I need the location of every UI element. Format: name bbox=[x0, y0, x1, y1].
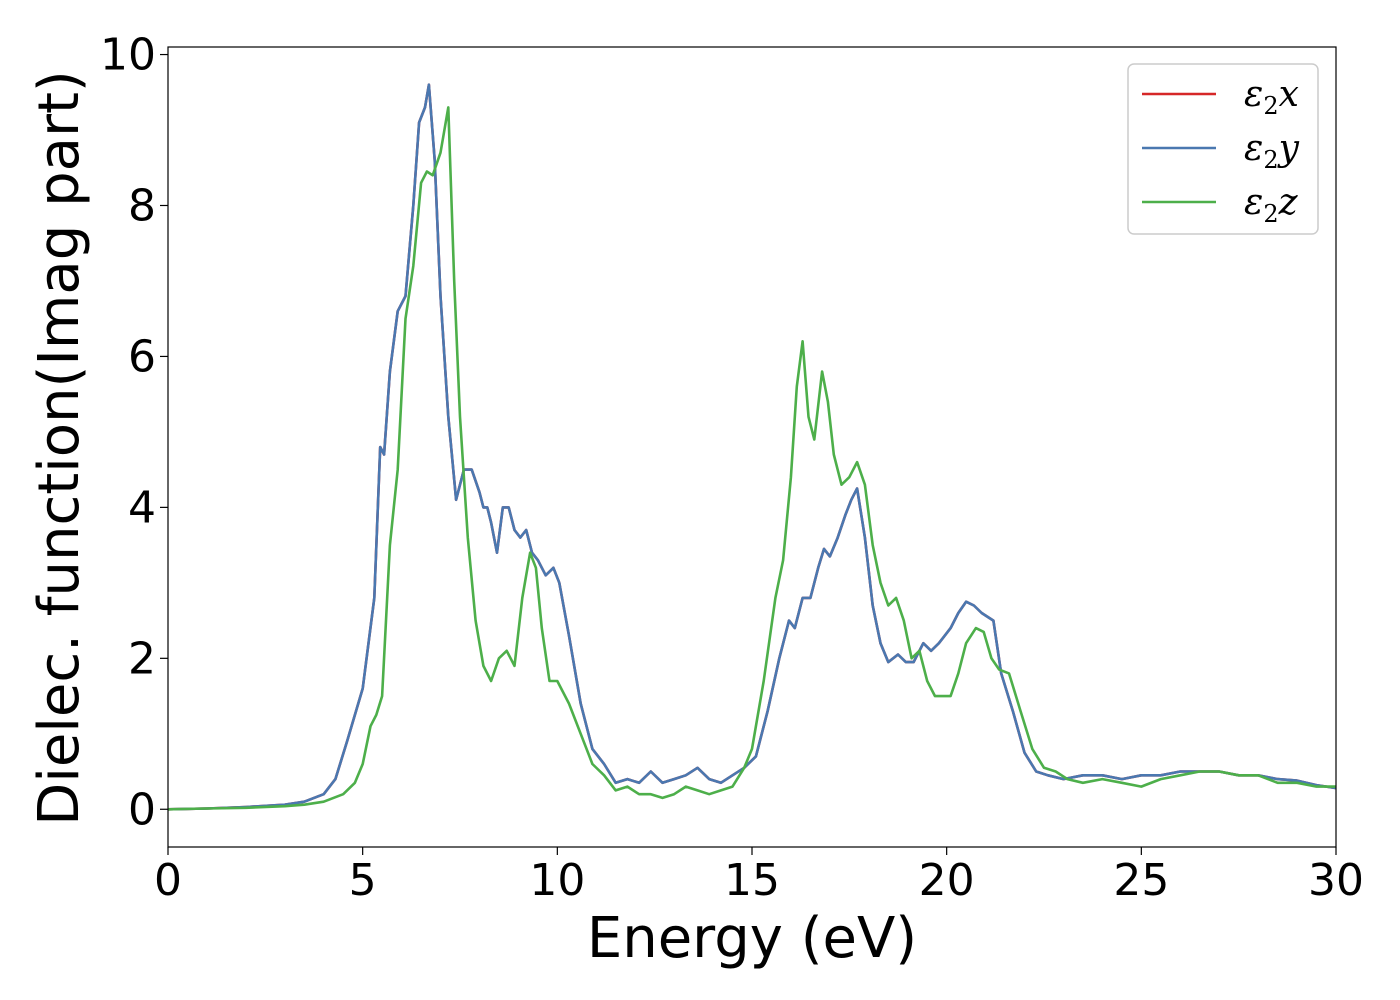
x-axis-title: Energy (eV) bbox=[587, 906, 917, 971]
x-axis: 0 5 10 15 20 25 30 bbox=[154, 847, 1364, 906]
y-tick-label: 0 bbox=[128, 784, 156, 835]
series-line-z bbox=[168, 106, 1336, 811]
x-tick-label: 15 bbox=[724, 855, 780, 906]
x-tick-label: 20 bbox=[919, 855, 975, 906]
legend-box bbox=[1127, 63, 1319, 235]
y-axis-title: Dielec. function(Imag part) bbox=[27, 70, 92, 826]
y-tick-label: 4 bbox=[128, 482, 156, 533]
x-tick-label: 25 bbox=[1113, 855, 1169, 906]
x-tick-label: 5 bbox=[349, 855, 377, 906]
y-tick-label: 10 bbox=[100, 30, 156, 81]
x-tick-label: 0 bbox=[154, 855, 182, 906]
x-tick-label: 10 bbox=[529, 855, 585, 906]
y-tick-label: 8 bbox=[128, 180, 156, 231]
y-axis: 0 2 4 6 8 10 bbox=[100, 30, 168, 835]
legend: ε2x ε2y ε2z bbox=[1127, 63, 1319, 235]
legend-label-y: ε2y bbox=[1244, 128, 1300, 174]
x-tick-label: 30 bbox=[1308, 855, 1364, 906]
y-tick-label: 2 bbox=[128, 633, 156, 684]
legend-label-x: ε2x bbox=[1244, 74, 1299, 120]
series-layer bbox=[168, 83, 1336, 811]
y-tick-label: 6 bbox=[128, 331, 156, 382]
series-line-y bbox=[168, 83, 1336, 811]
legend-label-z: ε2z bbox=[1244, 182, 1299, 228]
